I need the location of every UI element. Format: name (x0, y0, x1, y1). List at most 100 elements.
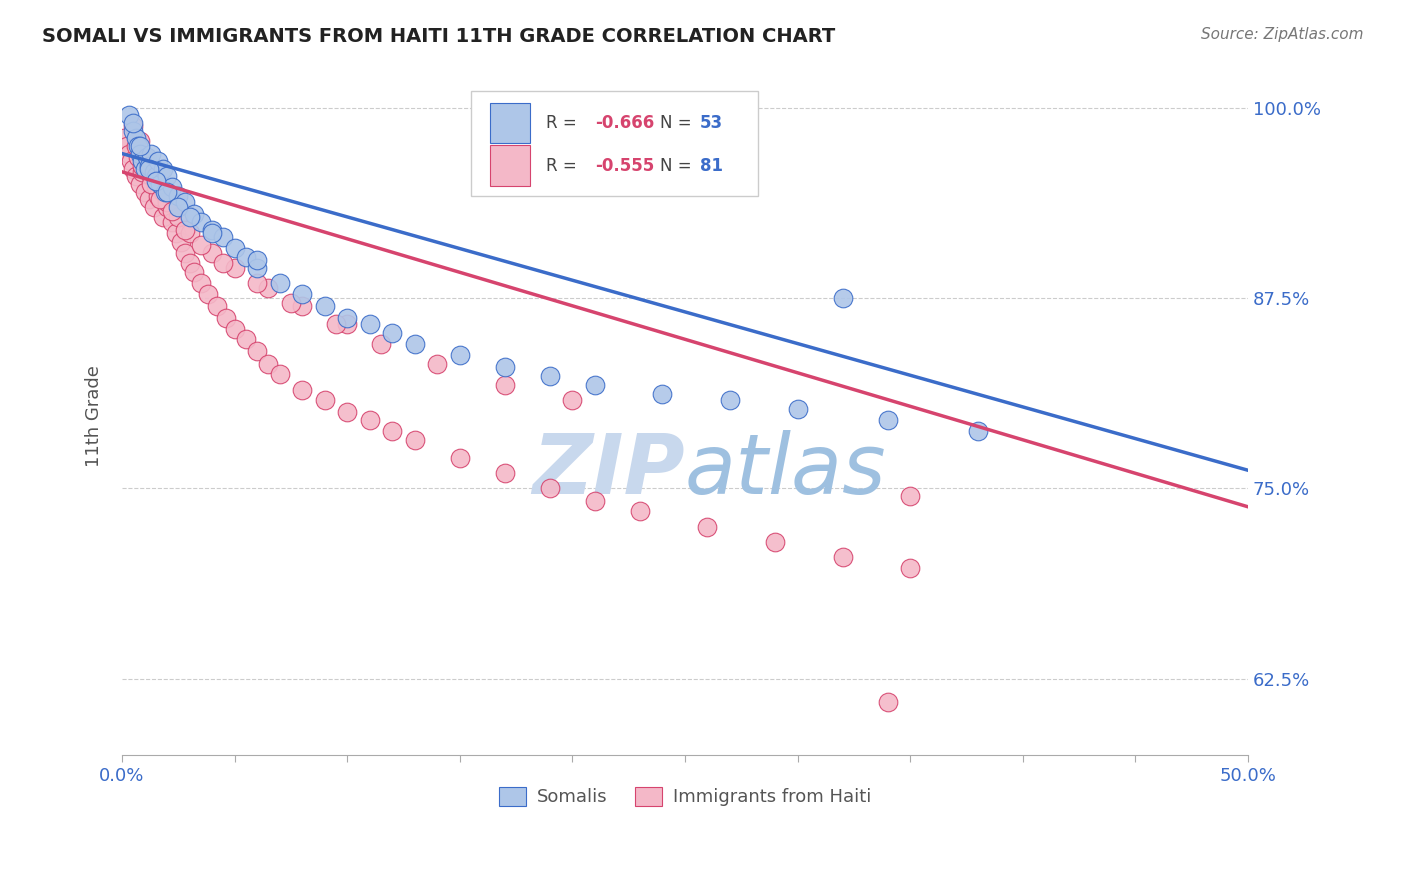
Point (145, 169, 167, 184)
Point (141, 169, 163, 184)
Point (167, 200, 190, 214)
Point (115, 139, 138, 153)
Point (269, 276, 291, 290)
Text: N =: N = (661, 156, 697, 175)
Point (583, 493, 606, 508)
FancyBboxPatch shape (471, 91, 758, 196)
Point (156, 185, 179, 199)
Point (538, 368, 561, 383)
Point (141, 146, 163, 161)
Point (831, 291, 853, 305)
Point (898, 489, 921, 503)
Point (381, 326, 404, 341)
Point (235, 332, 257, 346)
Point (134, 161, 156, 176)
Legend: Somalis, Immigrants from Haiti: Somalis, Immigrants from Haiti (492, 780, 879, 814)
Point (246, 276, 269, 290)
Point (174, 195, 197, 210)
Point (179, 226, 201, 240)
Point (174, 222, 197, 236)
Point (127, 150, 149, 164)
Y-axis label: 11th Grade: 11th Grade (86, 365, 103, 467)
Point (129, 146, 152, 161)
Text: R =: R = (547, 156, 582, 175)
Point (122, 119, 145, 133)
Point (134, 185, 156, 199)
Point (183, 265, 205, 279)
Point (561, 393, 583, 408)
Point (160, 204, 183, 219)
Point (134, 150, 156, 164)
Point (246, 260, 269, 275)
Text: ZIP: ZIP (533, 430, 685, 511)
Point (122, 161, 145, 176)
Point (336, 310, 359, 325)
Point (325, 317, 347, 331)
Point (291, 286, 314, 301)
Point (359, 413, 381, 427)
Point (404, 433, 426, 447)
Point (141, 177, 163, 191)
Point (167, 189, 190, 203)
Point (160, 180, 183, 194)
Point (156, 169, 179, 184)
Text: SOMALI VS IMMIGRANTS FROM HAITI 11TH GRADE CORRELATION CHART: SOMALI VS IMMIGRANTS FROM HAITI 11TH GRA… (42, 27, 835, 45)
Text: -0.555: -0.555 (595, 156, 654, 175)
Point (129, 134, 152, 148)
Point (201, 226, 224, 240)
Point (146, 154, 169, 169)
Point (696, 519, 718, 533)
Point (269, 368, 291, 382)
Point (124, 169, 146, 184)
Bar (491, 103, 530, 143)
Point (153, 185, 176, 199)
Point (336, 317, 359, 331)
Point (359, 317, 381, 331)
Point (156, 200, 179, 214)
Point (205, 299, 228, 313)
Text: -0.666: -0.666 (595, 114, 654, 132)
Point (183, 207, 205, 221)
Point (257, 357, 280, 371)
Text: R =: R = (547, 114, 582, 132)
Point (786, 402, 808, 417)
Point (370, 336, 392, 351)
Bar (491, 145, 530, 186)
Point (494, 467, 516, 481)
Point (135, 150, 157, 164)
Point (763, 534, 786, 549)
Point (112, 131, 135, 145)
Point (224, 321, 246, 335)
Point (156, 195, 179, 210)
Point (583, 378, 606, 392)
Point (138, 159, 160, 173)
Point (149, 165, 172, 179)
Point (124, 131, 146, 145)
Point (145, 180, 167, 194)
Text: Source: ZipAtlas.com: Source: ZipAtlas.com (1201, 27, 1364, 42)
Point (404, 336, 426, 351)
Point (149, 177, 172, 191)
Point (314, 299, 336, 313)
Point (426, 357, 449, 371)
Point (449, 450, 471, 465)
Point (190, 238, 212, 252)
Point (138, 161, 160, 176)
Point (224, 241, 246, 255)
Point (118, 108, 141, 122)
Point (449, 347, 471, 361)
Point (145, 174, 167, 188)
Point (224, 260, 246, 275)
Point (127, 139, 149, 153)
Point (718, 393, 741, 408)
Point (146, 189, 169, 203)
Point (165, 226, 187, 240)
Point (142, 165, 165, 179)
Point (381, 424, 404, 438)
Point (336, 405, 359, 419)
Point (122, 116, 145, 130)
Point (152, 161, 174, 176)
Point (138, 161, 160, 176)
Point (314, 393, 336, 408)
Point (201, 245, 224, 260)
